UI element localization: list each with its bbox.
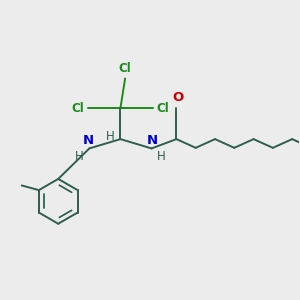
Text: Cl: Cl: [119, 62, 131, 75]
Text: H: H: [75, 150, 84, 163]
Text: H: H: [106, 130, 115, 143]
Text: Cl: Cl: [71, 101, 84, 115]
Text: N: N: [147, 134, 158, 147]
Text: H: H: [157, 150, 166, 163]
Text: N: N: [83, 134, 94, 147]
Text: O: O: [172, 91, 184, 104]
Text: Cl: Cl: [157, 101, 169, 115]
